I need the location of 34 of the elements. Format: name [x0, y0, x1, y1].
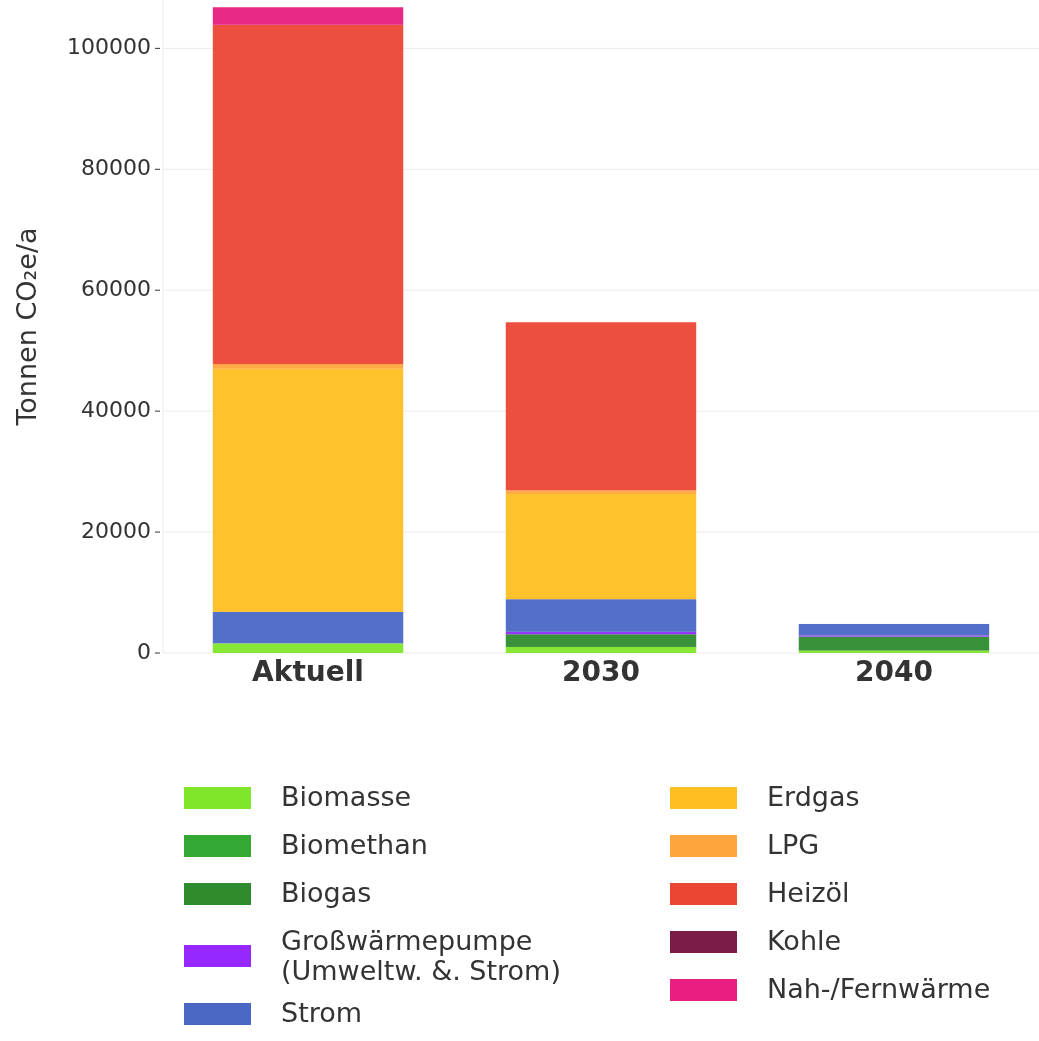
bar [212, 368, 404, 612]
bar [505, 599, 697, 632]
legend-label: Biomasse [281, 780, 412, 812]
bar [505, 646, 697, 653]
bar [798, 623, 990, 636]
legend-label: Nah-/Fernwärme [767, 972, 991, 1004]
bar [505, 322, 697, 491]
bar [212, 24, 404, 364]
legend-label: Erdgas [767, 780, 860, 812]
bar [212, 611, 404, 644]
legend-label: Biogas [281, 876, 372, 908]
bar [798, 636, 990, 651]
y-tick-label: 100000 [67, 34, 151, 60]
legend-label: Großwärmepumpe (Umweltw. &. Strom) [281, 924, 561, 986]
y-axis-title: Tonnen CO₂e/a [11, 227, 42, 427]
x-tick-label: Aktuell [252, 655, 364, 688]
bar [212, 7, 404, 25]
legend-label: Strom [281, 996, 363, 1028]
x-tick-label: 2030 [562, 655, 640, 688]
legend-label: Kohle [767, 924, 842, 956]
legend-label: LPG [767, 828, 820, 860]
bar [212, 643, 404, 653]
bar [212, 363, 404, 369]
bar [505, 493, 697, 600]
y-tick-label: 40000 [81, 397, 151, 423]
y-tick-label: 0 [137, 639, 151, 664]
y-tick-label: 60000 [81, 276, 151, 302]
y-tick-label: 80000 [81, 155, 151, 181]
legend-label: Biomethan [281, 828, 428, 860]
bar [505, 490, 697, 494]
x-tick-label: 2040 [855, 655, 933, 688]
legend-label: Heizöl [767, 876, 850, 908]
y-tick-label: 20000 [81, 518, 151, 544]
bar [505, 634, 697, 647]
